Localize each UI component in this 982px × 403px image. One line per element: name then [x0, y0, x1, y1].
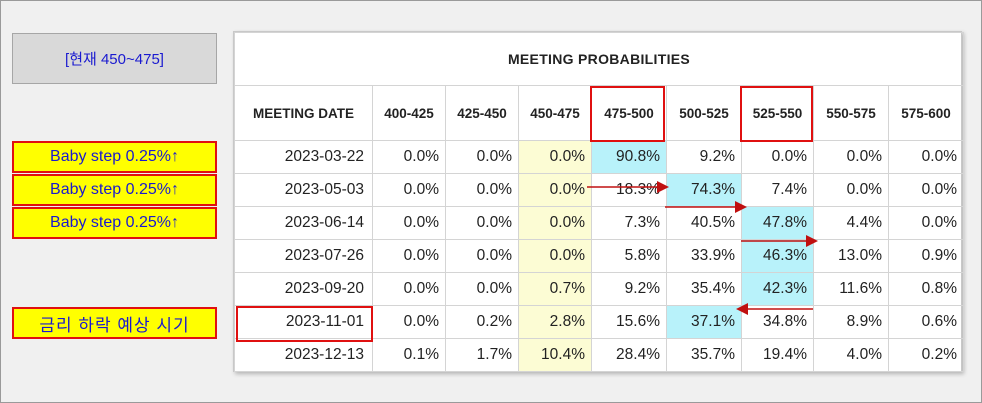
- column-header: 425-450: [445, 85, 519, 141]
- column-header: 500-525: [666, 85, 742, 141]
- probability-cell: 4.0%: [813, 338, 889, 372]
- table-title: MEETING PROBABILITIES: [234, 32, 964, 86]
- probability-cell: 0.8%: [888, 272, 964, 306]
- probability-cell: 7.4%: [741, 173, 814, 207]
- probability-cell: 0.0%: [888, 173, 964, 207]
- probability-cell: 9.2%: [666, 140, 742, 174]
- meeting-probabilities-table: MEETING PROBABILITIES MEETING DATE 400-4…: [233, 31, 964, 372]
- probability-cell: 0.0%: [888, 140, 964, 174]
- probability-cell: 42.3%: [741, 272, 814, 306]
- baby-step-label-3: Baby step 0.25%↑: [12, 207, 217, 239]
- probability-cell: 0.0%: [372, 140, 446, 174]
- table-row: 2023-11-01 0.0% 0.2% 2.8% 15.6% 37.1% 34…: [234, 305, 964, 339]
- probability-cell: 37.1%: [666, 305, 742, 339]
- column-header: 550-575: [813, 85, 889, 141]
- rate-cut-forecast-label: 금리 하락 예상 시기: [12, 307, 217, 339]
- meeting-date-cell: 2023-11-01: [234, 305, 373, 339]
- probability-cell: 40.5%: [666, 206, 742, 240]
- baby-step-label-1: Baby step 0.25%↑: [12, 141, 217, 173]
- column-header-meeting-date: MEETING DATE: [234, 85, 373, 141]
- column-header: 575-600: [888, 85, 964, 141]
- meeting-date-cell: 2023-12-13: [234, 338, 373, 372]
- probability-cell: 0.0%: [445, 173, 519, 207]
- probability-cell: 0.2%: [888, 338, 964, 372]
- probability-cell: 35.4%: [666, 272, 742, 306]
- probability-cell: 0.0%: [372, 206, 446, 240]
- probability-cell: 0.0%: [813, 140, 889, 174]
- probability-cell: 34.8%: [741, 305, 814, 339]
- column-header: 525-550: [741, 85, 814, 141]
- probability-cell: 90.8%: [591, 140, 667, 174]
- probability-cell: 1.7%: [445, 338, 519, 372]
- probability-cell: 0.0%: [445, 239, 519, 273]
- meeting-date-cell: 2023-05-03: [234, 173, 373, 207]
- column-header: 400-425: [372, 85, 446, 141]
- probability-cell: 0.9%: [888, 239, 964, 273]
- probability-cell: 0.0%: [813, 173, 889, 207]
- table-row: 2023-06-14 0.0% 0.0% 0.0% 7.3% 40.5% 47.…: [234, 206, 964, 240]
- probability-cell: 0.0%: [372, 305, 446, 339]
- probability-cell: 47.8%: [741, 206, 814, 240]
- probability-cell: 13.0%: [813, 239, 889, 273]
- probability-cell: 10.4%: [518, 338, 592, 372]
- table-row: 2023-03-22 0.0% 0.0% 0.0% 90.8% 9.2% 0.0…: [234, 140, 964, 174]
- probability-cell: 46.3%: [741, 239, 814, 273]
- probability-cell: 0.0%: [372, 239, 446, 273]
- probability-cell: 0.0%: [518, 140, 592, 174]
- probability-cell: 33.9%: [666, 239, 742, 273]
- probability-cell: 35.7%: [666, 338, 742, 372]
- probability-cell: 0.1%: [372, 338, 446, 372]
- table-row: 2023-05-03 0.0% 0.0% 0.0% 18.3% 74.3% 7.…: [234, 173, 964, 207]
- probability-cell: 0.0%: [445, 206, 519, 240]
- meeting-date-cell: 2023-06-14: [234, 206, 373, 240]
- table-row: 2023-12-13 0.1% 1.7% 10.4% 28.4% 35.7% 1…: [234, 338, 964, 372]
- probability-cell: 0.6%: [888, 305, 964, 339]
- probability-cell: 0.0%: [372, 173, 446, 207]
- probability-cell: 11.6%: [813, 272, 889, 306]
- probability-cell: 0.0%: [518, 206, 592, 240]
- probability-cell: 74.3%: [666, 173, 742, 207]
- probability-cell: 15.6%: [591, 305, 667, 339]
- probability-cell: 0.0%: [445, 272, 519, 306]
- probability-cell: 4.4%: [813, 206, 889, 240]
- baby-step-label-2: Baby step 0.25%↑: [12, 174, 217, 206]
- probability-cell: 0.0%: [741, 140, 814, 174]
- probability-cell: 5.8%: [591, 239, 667, 273]
- meeting-date-cell: 2023-09-20: [234, 272, 373, 306]
- probability-cell: 8.9%: [813, 305, 889, 339]
- column-header: 450-475: [518, 85, 592, 141]
- meeting-date-cell: 2023-07-26: [234, 239, 373, 273]
- probability-cell: 9.2%: [591, 272, 667, 306]
- probability-cell: 19.4%: [741, 338, 814, 372]
- column-header: 475-500: [591, 85, 667, 141]
- probability-cell: 2.8%: [518, 305, 592, 339]
- probability-cell: 0.7%: [518, 272, 592, 306]
- probability-cell: 7.3%: [591, 206, 667, 240]
- probability-cell: 0.2%: [445, 305, 519, 339]
- table-row: 2023-07-26 0.0% 0.0% 0.0% 5.8% 33.9% 46.…: [234, 239, 964, 273]
- current-rate-label: [현재 450~475]: [12, 33, 217, 84]
- probability-cell: 0.0%: [518, 239, 592, 273]
- probability-cell: 28.4%: [591, 338, 667, 372]
- meeting-date-cell: 2023-03-22: [234, 140, 373, 174]
- probability-cell: 0.0%: [518, 173, 592, 207]
- probability-cell: 0.0%: [445, 140, 519, 174]
- probability-cell: 0.0%: [372, 272, 446, 306]
- table-row: 2023-09-20 0.0% 0.0% 0.7% 9.2% 35.4% 42.…: [234, 272, 964, 306]
- probability-cell: 0.0%: [888, 206, 964, 240]
- probability-cell: 18.3%: [591, 173, 667, 207]
